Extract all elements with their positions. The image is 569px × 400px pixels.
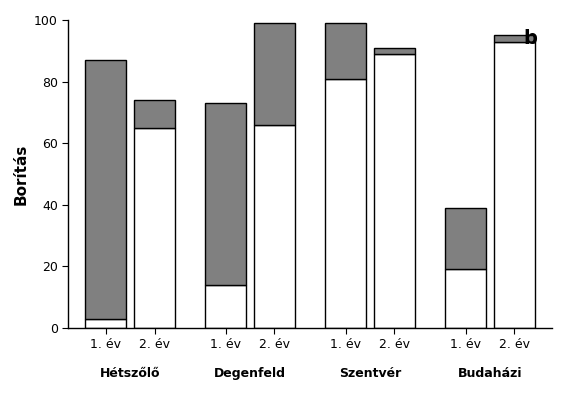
- Bar: [85, 60, 126, 319]
- Text: b: b: [523, 29, 537, 48]
- Y-axis label: Borítás: Borítás: [14, 143, 28, 205]
- Text: Hétszőlő: Hétszőlő: [100, 367, 160, 380]
- Bar: [205, 285, 246, 328]
- Bar: [134, 100, 175, 128]
- Bar: [374, 54, 415, 328]
- Text: Szentvér: Szentvér: [339, 367, 401, 380]
- Bar: [254, 23, 295, 125]
- Bar: [494, 36, 535, 42]
- Bar: [254, 125, 295, 328]
- Bar: [325, 78, 366, 328]
- Bar: [134, 128, 175, 328]
- Bar: [85, 319, 126, 328]
- Text: Budaházi: Budaházi: [458, 367, 522, 380]
- Bar: [374, 48, 415, 54]
- Bar: [445, 208, 486, 270]
- Bar: [205, 103, 246, 285]
- Bar: [494, 42, 535, 328]
- Bar: [445, 270, 486, 328]
- Text: Degenfeld: Degenfeld: [214, 367, 286, 380]
- Bar: [325, 23, 366, 78]
